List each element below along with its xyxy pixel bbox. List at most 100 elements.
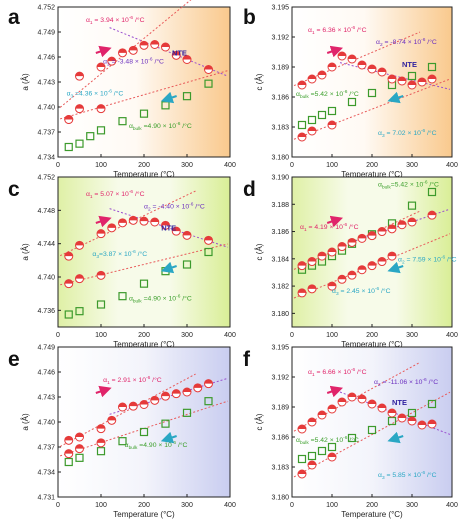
sample-marker bbox=[75, 432, 84, 442]
plot-background bbox=[58, 347, 230, 497]
x-tick-label: 100 bbox=[95, 502, 107, 509]
bulk-marker bbox=[96, 126, 106, 135]
sample-marker bbox=[307, 284, 317, 294]
marker-fill bbox=[308, 284, 316, 289]
annotation-alpha1: α1 = 6.66 × 10-6 /°C bbox=[308, 367, 367, 378]
marker-fill bbox=[183, 388, 191, 392]
fit-line-alpha3 bbox=[293, 391, 451, 478]
marker-fill bbox=[418, 421, 426, 425]
marker-fill bbox=[358, 61, 366, 65]
sample-marker bbox=[357, 60, 367, 70]
panel-c: c 0 100 200 300 400 4.736 4.740 4.744 4.748 4.752 T… bbox=[8, 175, 236, 350]
y-tick-label: 4.737 bbox=[37, 130, 55, 137]
sample-marker bbox=[150, 217, 160, 227]
bulk-marker bbox=[307, 115, 317, 125]
bulk-marker bbox=[347, 433, 357, 443]
bulk-marker bbox=[204, 397, 213, 406]
marker-fill bbox=[75, 72, 84, 77]
marker-fill bbox=[204, 236, 213, 241]
x-tick-label: 400 bbox=[446, 502, 458, 509]
marker-fill bbox=[97, 104, 105, 109]
x-tick-label: 200 bbox=[366, 332, 378, 339]
y-tick-label: 3.192 bbox=[271, 35, 289, 42]
fit-line-alpha3 bbox=[60, 70, 228, 120]
marker-fill bbox=[428, 75, 436, 79]
marker-fill bbox=[398, 77, 406, 81]
sample-marker bbox=[377, 67, 387, 77]
y-tick-label: 3.186 bbox=[271, 95, 289, 102]
x-tick-label: 200 bbox=[366, 162, 378, 169]
sample-marker bbox=[427, 419, 437, 429]
marker-fill bbox=[298, 81, 306, 85]
bulk-marker bbox=[64, 142, 73, 152]
annotation-alpha1: α1 = 6.36 × 10-6 /°C bbox=[308, 25, 367, 36]
marker-fill bbox=[388, 224, 396, 229]
sample-marker bbox=[161, 42, 170, 52]
y-tick-label: 4.746 bbox=[37, 55, 55, 62]
sample-marker bbox=[75, 274, 84, 284]
panel-a: a 0 100 200 300 400 4.734 4.737 4.740 4.743 4.746 4… bbox=[8, 0, 236, 179]
bulk-marker bbox=[204, 247, 213, 257]
marker-fill bbox=[398, 220, 406, 225]
panel-label: c bbox=[8, 178, 20, 201]
cooling-arrow bbox=[160, 91, 177, 104]
sample-marker bbox=[75, 444, 84, 454]
bulk-marker bbox=[367, 88, 377, 98]
bulk-marker bbox=[297, 120, 307, 130]
sample-marker bbox=[327, 452, 337, 462]
marker-fill bbox=[388, 75, 396, 79]
bulk-marker bbox=[75, 453, 84, 462]
sample-marker bbox=[367, 231, 377, 241]
sample-marker bbox=[128, 401, 138, 411]
marker-fill bbox=[140, 400, 148, 405]
sample-marker bbox=[171, 389, 181, 399]
sample-marker bbox=[337, 274, 347, 284]
marker-fill bbox=[183, 231, 191, 236]
marker-fill bbox=[75, 433, 84, 437]
marker-fill bbox=[64, 252, 73, 257]
y-tick-label: 3.195 bbox=[271, 5, 289, 12]
x-tick-label: 300 bbox=[181, 332, 193, 339]
x-tick-label: 100 bbox=[326, 162, 338, 169]
marker-fill bbox=[298, 261, 306, 266]
plot-background bbox=[292, 177, 452, 327]
marker-fill bbox=[64, 436, 73, 441]
marker-fill bbox=[204, 65, 213, 70]
bulk-marker bbox=[327, 442, 337, 452]
sample-marker bbox=[75, 71, 84, 81]
bulk-marker bbox=[75, 139, 84, 148]
panel-b: b 0 100 200 300 400 3.180 3.183 3.186 3.189 3.192 3… bbox=[243, 5, 458, 180]
marker-fill bbox=[183, 55, 191, 60]
sample-marker bbox=[347, 392, 357, 402]
y-tick-label: 4.740 bbox=[37, 275, 55, 282]
heating-arrow bbox=[95, 385, 112, 398]
sample-marker bbox=[357, 394, 367, 404]
y-tick-label: 4.752 bbox=[37, 5, 55, 12]
marker-fill bbox=[318, 71, 326, 75]
marker-fill bbox=[308, 461, 316, 465]
sample-marker bbox=[377, 257, 387, 267]
sample-marker bbox=[297, 469, 307, 479]
sample-marker bbox=[427, 74, 437, 84]
heating-arrow bbox=[326, 215, 343, 228]
fit-line-alpha1 bbox=[293, 31, 421, 87]
panel-label: a bbox=[8, 6, 20, 29]
sample-marker bbox=[407, 416, 417, 426]
x-tick-label: 300 bbox=[406, 332, 418, 339]
marker-fill bbox=[150, 218, 159, 222]
marker-fill bbox=[150, 40, 159, 45]
marker-fill bbox=[150, 396, 159, 401]
marker-fill bbox=[328, 282, 336, 287]
y-axis-label: a (Å) bbox=[21, 243, 30, 261]
sample-marker bbox=[171, 50, 181, 60]
plot-background bbox=[58, 177, 230, 327]
y-tick-label: 3.183 bbox=[271, 125, 289, 132]
annotation-bulk: αbulk =4.90 × 10-6 /°C bbox=[129, 293, 192, 304]
marker-fill bbox=[348, 55, 356, 59]
marker-fill bbox=[348, 393, 356, 397]
marker-fill bbox=[193, 383, 202, 388]
marker-fill bbox=[318, 411, 326, 415]
y-tick-label: 3.180 bbox=[271, 155, 289, 162]
bulk-marker bbox=[75, 307, 84, 316]
y-tick-label: 4.734 bbox=[37, 155, 55, 162]
